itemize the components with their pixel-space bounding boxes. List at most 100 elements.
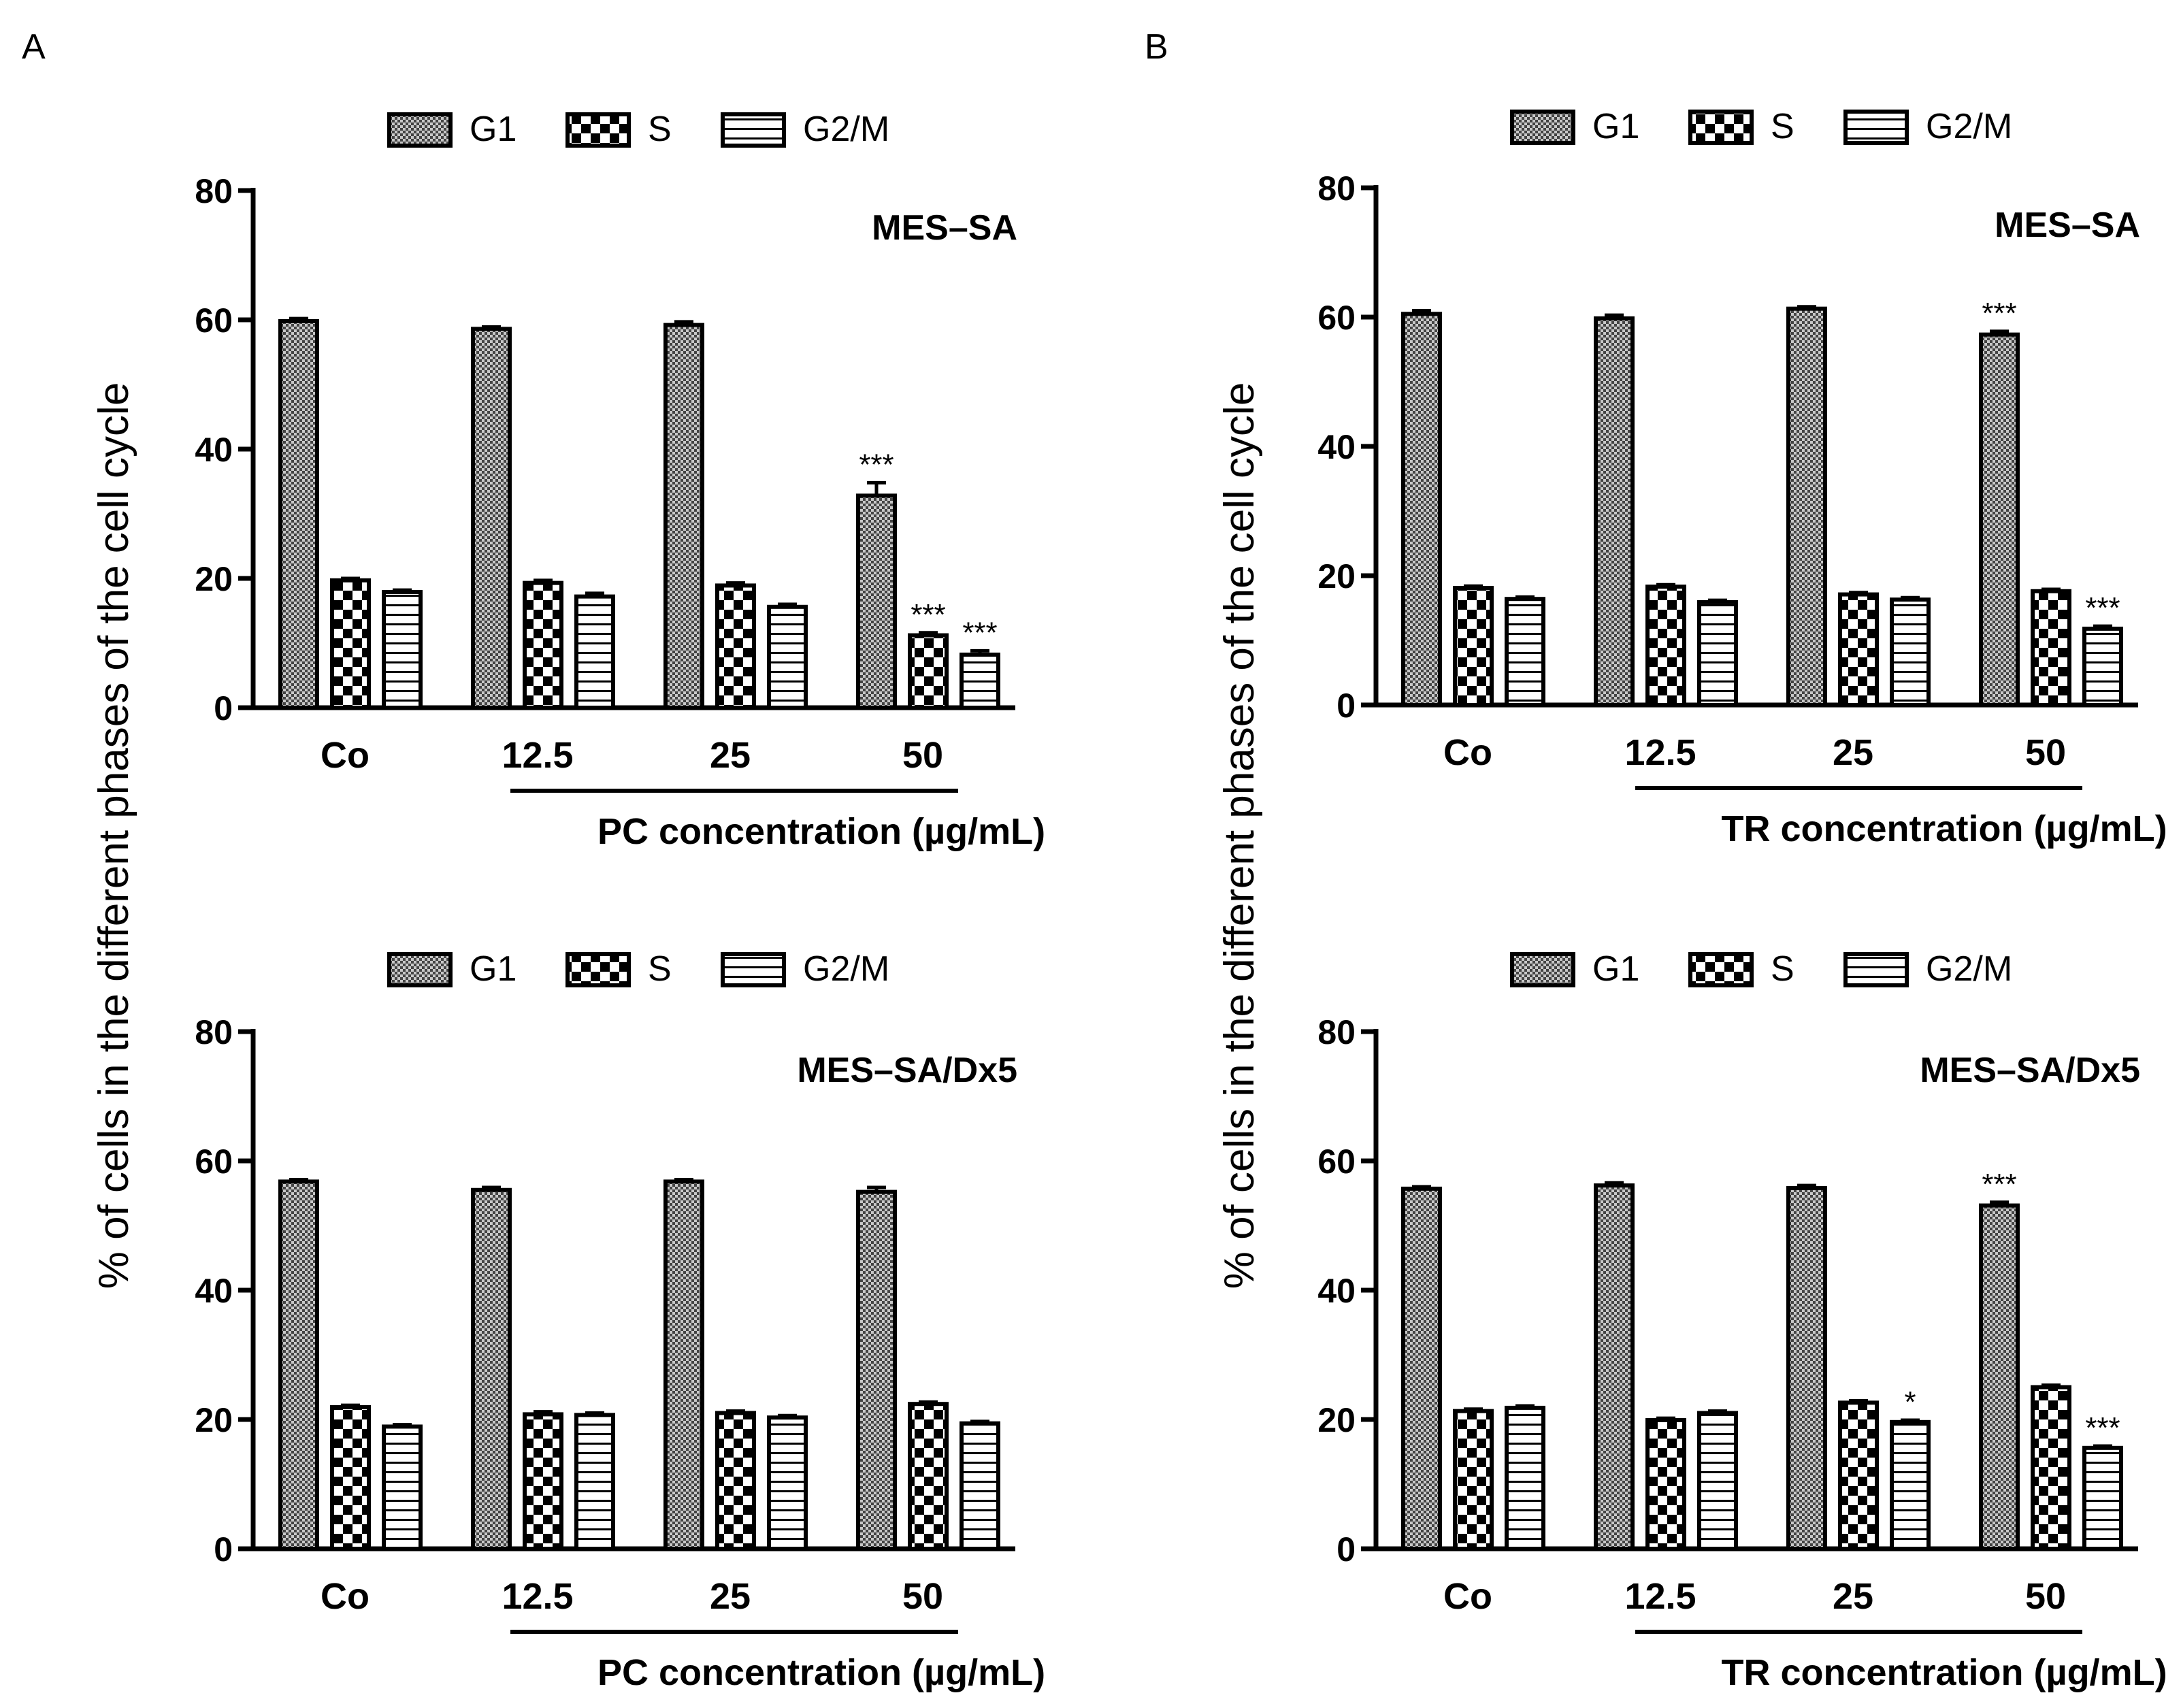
bar-g2m	[574, 594, 615, 710]
panel-label-a: A	[22, 27, 46, 67]
x-category-label: 50	[2025, 732, 2066, 773]
bar-g1	[1401, 312, 1442, 707]
legend-swatch	[721, 952, 786, 987]
legend-swatch	[1843, 952, 1909, 987]
x-category-label: 12.5	[502, 735, 573, 776]
legend-label: G1	[1592, 107, 1639, 146]
significance-label: ***	[1982, 1168, 2016, 1201]
bar-g1	[1979, 332, 2020, 707]
bar-s	[1645, 585, 1686, 708]
bar-g1	[663, 1179, 704, 1551]
legend-swatch	[1510, 952, 1575, 987]
bar-g1	[471, 327, 512, 710]
bar-s	[715, 1411, 756, 1551]
bar-s	[330, 578, 371, 710]
y-tick-label: 40	[195, 1272, 233, 1310]
x-category-label: 25	[710, 1576, 751, 1617]
legend-label: S	[1771, 107, 1794, 146]
x-category-label: 50	[2025, 1576, 2066, 1617]
y-tick-label: 60	[1317, 299, 1356, 337]
bar-g2m	[960, 653, 1000, 710]
y-tick-label: 20	[1317, 1401, 1356, 1439]
legend-label: S	[648, 110, 672, 149]
x-category-label: Co	[1443, 1576, 1492, 1617]
bar-g1	[1594, 316, 1635, 707]
legend-swatch	[387, 952, 453, 987]
bar-g2m	[960, 1421, 1000, 1551]
legend-swatch	[1688, 110, 1754, 145]
significance-label: ***	[962, 616, 997, 649]
legend-swatch	[1510, 110, 1575, 145]
cell-line-label: MES–SA	[872, 208, 1017, 248]
bar-g2m	[1505, 1405, 1545, 1551]
significance-label: ***	[2085, 591, 2120, 625]
significance-label: ***	[911, 598, 945, 631]
panel-label-b: B	[1145, 27, 1168, 67]
cell-line-label: MES–SA/Dx5	[1920, 1051, 2140, 1090]
bar-g1	[1594, 1183, 1635, 1551]
bar-g2m	[1890, 1419, 1931, 1551]
bar-g1	[856, 493, 897, 710]
bar-g1	[1401, 1186, 1442, 1551]
legend-swatch	[387, 112, 453, 148]
y-tick-label: 20	[195, 560, 233, 598]
x-axis-label: TR concentration (µg/mL)	[1721, 808, 2167, 849]
bar-s	[908, 633, 949, 710]
y-tick-label: 20	[195, 1401, 233, 1439]
legend-swatch	[1688, 952, 1754, 987]
x-category-label: 12.5	[1624, 732, 1696, 773]
y-tick-label: 20	[1317, 557, 1356, 595]
legend-swatch	[565, 952, 631, 987]
bar-g1	[663, 323, 704, 710]
bar-s	[2031, 1385, 2071, 1551]
bar-g2m	[1505, 597, 1545, 708]
bar-g1	[278, 1179, 319, 1551]
bar-s	[1453, 586, 1494, 707]
bar-g1	[856, 1189, 897, 1551]
x-category-label: 12.5	[1624, 1576, 1696, 1617]
bar-g2m	[382, 589, 423, 710]
bar-g2m	[382, 1424, 423, 1551]
y-tick-label: 80	[195, 1013, 233, 1051]
bar-s	[2031, 589, 2071, 707]
cell-line-label: MES–SA	[1995, 206, 2140, 245]
y-tick-label: 80	[1317, 1013, 1356, 1051]
y-tick-label: 0	[1337, 687, 1356, 725]
x-category-label: Co	[321, 1576, 370, 1617]
bar-s	[523, 1412, 563, 1551]
legend-swatch	[1843, 110, 1909, 145]
y-tick-label: 0	[214, 1530, 233, 1569]
y-axis-label-b: % of cells in the different phases of th…	[1216, 382, 1263, 1290]
legend-label: G1	[1592, 949, 1639, 989]
bar-g2m	[1697, 600, 1738, 708]
bar-chart: G1 S G2/M MES–SA 0 20 40 60 80 Co 12.5 25 *** *** *** 5…	[195, 110, 1045, 852]
y-tick-label: 40	[195, 431, 233, 469]
x-axis-label: TR concentration (µg/mL)	[1721, 1652, 2167, 1693]
bar-chart: G1 S G2/M MES–SA 0 20 40 60 80 Co 12.5 25 *** *** 50 TR…	[1317, 107, 2167, 849]
y-tick-label: 40	[1317, 428, 1356, 466]
legend-label: G2/M	[1926, 949, 2012, 989]
legend-label: G1	[470, 110, 516, 149]
bar-g1	[278, 318, 319, 710]
cell-line-label: MES–SA/Dx5	[797, 1051, 1017, 1090]
y-tick-label: 60	[195, 1143, 233, 1181]
y-tick-label: 40	[1317, 1272, 1356, 1310]
x-category-label: 50	[902, 735, 943, 776]
bar-g2m	[1697, 1411, 1738, 1551]
y-tick-label: 0	[1337, 1530, 1356, 1569]
x-category-label: Co	[321, 735, 370, 776]
x-category-label: 25	[1833, 732, 1873, 773]
legend-swatch	[721, 112, 786, 148]
bar-s	[1838, 1400, 1879, 1551]
bar-g1	[1786, 1185, 1827, 1551]
bar-s	[908, 1402, 949, 1551]
legend-swatch	[565, 112, 631, 148]
legend-label: G2/M	[803, 949, 889, 989]
x-category-label: 25	[710, 735, 751, 776]
x-category-label: 12.5	[502, 1576, 573, 1617]
bar-chart: G1 S G2/M MES–SA/Dx5 0 20 40 60 80 Co 12.5 * 25 *** **…	[1317, 949, 2167, 1693]
x-category-label: Co	[1443, 732, 1492, 773]
y-tick-label: 60	[195, 301, 233, 340]
bar-g1	[1979, 1203, 2020, 1551]
